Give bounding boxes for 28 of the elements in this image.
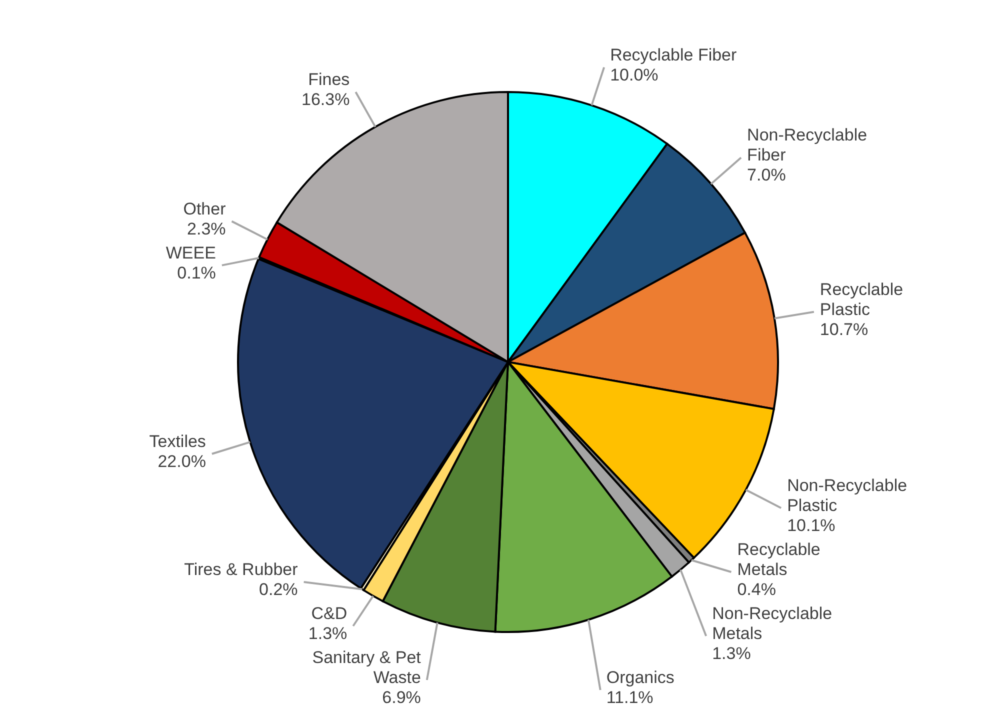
data-label: 16.3% xyxy=(301,90,350,109)
slice-label: Non-Recyclable Fiber xyxy=(747,126,868,165)
data-label: 6.9% xyxy=(382,688,421,707)
data-label: 1.3% xyxy=(308,624,348,643)
slice-label: Sanitary & Pet Waste xyxy=(312,648,422,687)
slice-label: Recyclable Plastic xyxy=(820,280,904,319)
data-label: 10.7% xyxy=(820,320,868,339)
data-label: 11.1% xyxy=(606,688,654,707)
slice-label: Fines xyxy=(308,70,350,89)
slice-label: Recyclable Metals xyxy=(737,540,820,579)
data-label: 2.3% xyxy=(187,219,226,238)
slice-label: Recyclable Fiber xyxy=(610,45,738,64)
slice-label: Tires & Rubber xyxy=(184,560,298,579)
slice-label: Other xyxy=(183,199,226,218)
slice-label: WEEE xyxy=(166,243,216,262)
data-label: 22.0% xyxy=(158,452,206,471)
slice-label: Non-Recyclable Metals xyxy=(712,604,832,643)
slice-label: Textiles xyxy=(149,432,206,451)
data-label: 0.4% xyxy=(737,580,776,599)
data-label: 7.0% xyxy=(747,166,786,185)
slice-label: Non-Recyclable Plastic xyxy=(787,476,908,515)
data-label: 0.1% xyxy=(177,263,216,282)
slice-label: Organics xyxy=(606,668,674,687)
data-label: 10.1% xyxy=(787,516,836,535)
data-label: 0.2% xyxy=(259,580,298,599)
data-label: 1.3% xyxy=(712,644,751,663)
slice-label: C&D xyxy=(311,604,348,623)
data-label: 10.0% xyxy=(610,65,658,84)
